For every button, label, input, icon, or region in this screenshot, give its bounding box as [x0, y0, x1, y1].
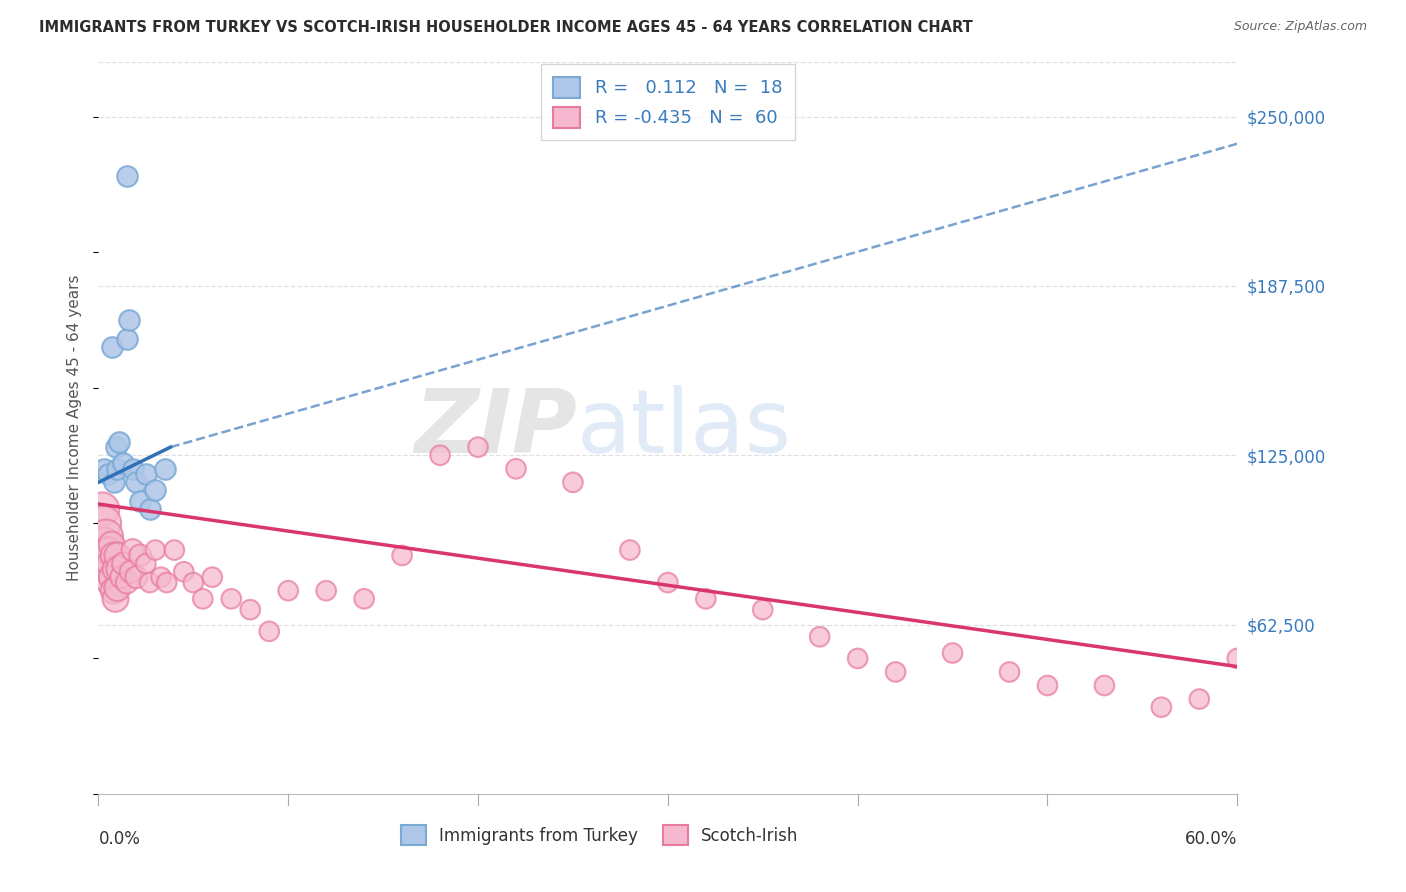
- Point: [145, 483, 167, 498]
- Point: [998, 665, 1021, 679]
- Point: [657, 575, 679, 590]
- Point: [98, 557, 121, 571]
- Point: [121, 543, 143, 558]
- Point: [100, 340, 122, 354]
- Point: [125, 570, 148, 584]
- Point: [93, 462, 115, 476]
- Point: [108, 562, 131, 576]
- Point: [505, 462, 527, 476]
- Point: [221, 591, 243, 606]
- Point: [1036, 679, 1059, 693]
- Point: [315, 583, 337, 598]
- Point: [1188, 692, 1211, 706]
- Point: [277, 583, 299, 598]
- Point: [112, 557, 135, 571]
- Point: [94, 549, 117, 563]
- Text: atlas: atlas: [576, 384, 792, 472]
- Point: [942, 646, 965, 660]
- Point: [1226, 651, 1249, 665]
- Point: [1150, 700, 1173, 714]
- Point: [100, 538, 122, 552]
- Point: [104, 562, 127, 576]
- Point: [115, 575, 138, 590]
- Text: ZIP: ZIP: [413, 384, 576, 472]
- Point: [173, 565, 195, 579]
- Point: [156, 575, 179, 590]
- Point: [125, 475, 148, 490]
- Point: [115, 332, 138, 346]
- Point: [846, 651, 869, 665]
- Point: [118, 313, 141, 327]
- Point: [107, 581, 129, 595]
- Point: [752, 602, 775, 616]
- Point: [104, 440, 127, 454]
- Point: [103, 549, 125, 563]
- Point: [183, 575, 205, 590]
- Text: 0.0%: 0.0%: [98, 830, 141, 848]
- Point: [94, 529, 117, 543]
- Point: [138, 502, 160, 516]
- Point: [107, 549, 129, 563]
- Point: [121, 462, 143, 476]
- Point: [467, 440, 489, 454]
- Point: [808, 630, 831, 644]
- Point: [135, 467, 157, 482]
- Point: [115, 169, 138, 184]
- Point: [619, 543, 641, 558]
- Point: [201, 570, 224, 584]
- Text: IMMIGRANTS FROM TURKEY VS SCOTCH-IRISH HOUSEHOLDER INCOME AGES 45 - 64 YEARS COR: IMMIGRANTS FROM TURKEY VS SCOTCH-IRISH H…: [39, 20, 973, 35]
- Point: [103, 583, 125, 598]
- Y-axis label: Householder Income Ages 45 - 64 years: Householder Income Ages 45 - 64 years: [67, 275, 83, 582]
- Point: [138, 575, 160, 590]
- Point: [107, 462, 129, 476]
- Point: [97, 467, 120, 482]
- Point: [91, 502, 114, 516]
- Point: [695, 591, 717, 606]
- Point: [93, 516, 115, 530]
- Point: [129, 549, 152, 563]
- Point: [98, 575, 121, 590]
- Point: [97, 565, 120, 579]
- Point: [391, 549, 413, 563]
- Point: [97, 543, 120, 558]
- Point: [239, 602, 262, 616]
- Point: [153, 462, 176, 476]
- Point: [145, 543, 167, 558]
- Point: [103, 475, 125, 490]
- Point: [353, 591, 375, 606]
- Point: [104, 591, 127, 606]
- Text: Source: ZipAtlas.com: Source: ZipAtlas.com: [1233, 20, 1367, 33]
- Point: [163, 543, 186, 558]
- Point: [150, 570, 173, 584]
- Point: [110, 570, 132, 584]
- Point: [1094, 679, 1116, 693]
- Point: [135, 557, 157, 571]
- Point: [112, 456, 135, 470]
- Point: [884, 665, 907, 679]
- Point: [191, 591, 214, 606]
- Point: [429, 448, 451, 462]
- Point: [129, 494, 152, 508]
- Point: [93, 538, 115, 552]
- Text: 60.0%: 60.0%: [1185, 830, 1237, 848]
- Point: [108, 434, 131, 449]
- Point: [100, 570, 122, 584]
- Legend: Immigrants from Turkey, Scotch-Irish: Immigrants from Turkey, Scotch-Irish: [394, 819, 806, 851]
- Point: [562, 475, 585, 490]
- Point: [120, 565, 142, 579]
- Point: [259, 624, 281, 639]
